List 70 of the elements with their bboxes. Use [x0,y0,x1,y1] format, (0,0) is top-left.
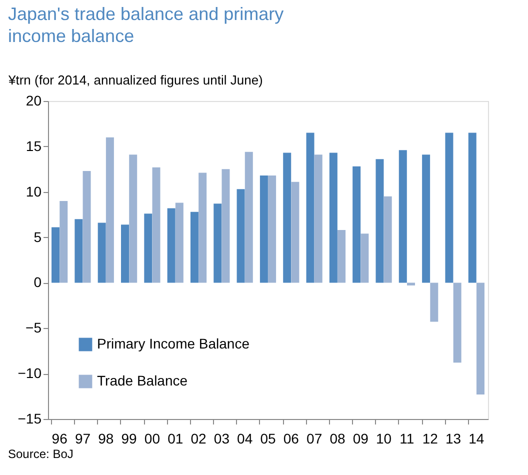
y-tick-label: 15 [26,138,42,154]
x-tick-label: 06 [283,430,300,446]
bar [121,224,129,283]
y-tick-label: −10 [18,365,42,382]
bar [152,167,160,283]
bar [268,176,276,283]
x-tick-label: 03 [214,430,230,446]
bar [360,234,369,283]
bar [398,150,407,283]
bar [430,282,438,322]
y-tick-label: −5 [26,320,42,336]
y-tick-label: 20 [26,92,42,108]
bar [60,200,68,283]
bar [329,152,338,283]
x-tick-label: 02 [190,430,207,446]
bar [422,154,430,283]
bar [476,282,484,394]
bar [453,282,462,363]
x-tick-label: 01 [168,430,184,446]
bar [74,219,83,283]
bar [338,230,346,283]
bar [82,170,91,283]
x-tick-label: 09 [352,430,369,446]
bar [306,132,314,283]
bar [167,208,176,283]
bar [244,152,253,283]
bar [190,212,198,283]
y-tick-label: 5 [34,228,42,245]
x-tick-label: 97 [74,430,91,446]
x-tick-label: 98 [98,430,114,446]
bar [283,152,292,283]
source-note: Source: BoJ [8,447,74,461]
x-tick-label: 99 [121,430,138,446]
bar [129,154,138,283]
bar [214,204,222,283]
x-tick-label: 07 [306,430,322,446]
bar [260,176,268,283]
x-tick-label: 11 [400,430,414,446]
x-tick-label: 10 [376,430,392,446]
x-tick-label: 08 [330,430,346,446]
bar [52,227,60,283]
x-tick-label: 04 [237,430,253,446]
y-axis-title: ¥trn (for 2014, annualized figures until June) [8,72,263,88]
bar [175,202,184,283]
legend-label: Primary Income Balance [97,336,250,352]
bar [468,132,476,283]
bar [222,169,230,283]
bar [352,166,361,283]
x-tick-label: 14 [468,430,484,446]
bar [445,132,454,283]
bar [291,182,300,283]
y-tick-label: −15 [18,410,42,426]
bar [98,222,106,283]
bar [236,189,245,283]
bar [198,172,207,283]
x-tick-label: 12 [422,430,438,446]
bar [407,282,415,286]
y-tick-label: 10 [26,183,42,200]
bar [314,154,322,283]
bar [376,159,384,283]
legend-label: Trade Balance [97,372,188,388]
bar [384,196,392,283]
bar [106,137,114,283]
x-tick-label: 00 [144,430,160,446]
x-tick-label: 13 [445,430,462,446]
y-tick-label: 0 [34,274,42,290]
x-tick-label: 96 [52,430,68,446]
x-tick-label: 05 [260,430,276,446]
chart-title: Japan's trade balance and primary income balance [8,4,284,46]
bar [144,214,152,283]
